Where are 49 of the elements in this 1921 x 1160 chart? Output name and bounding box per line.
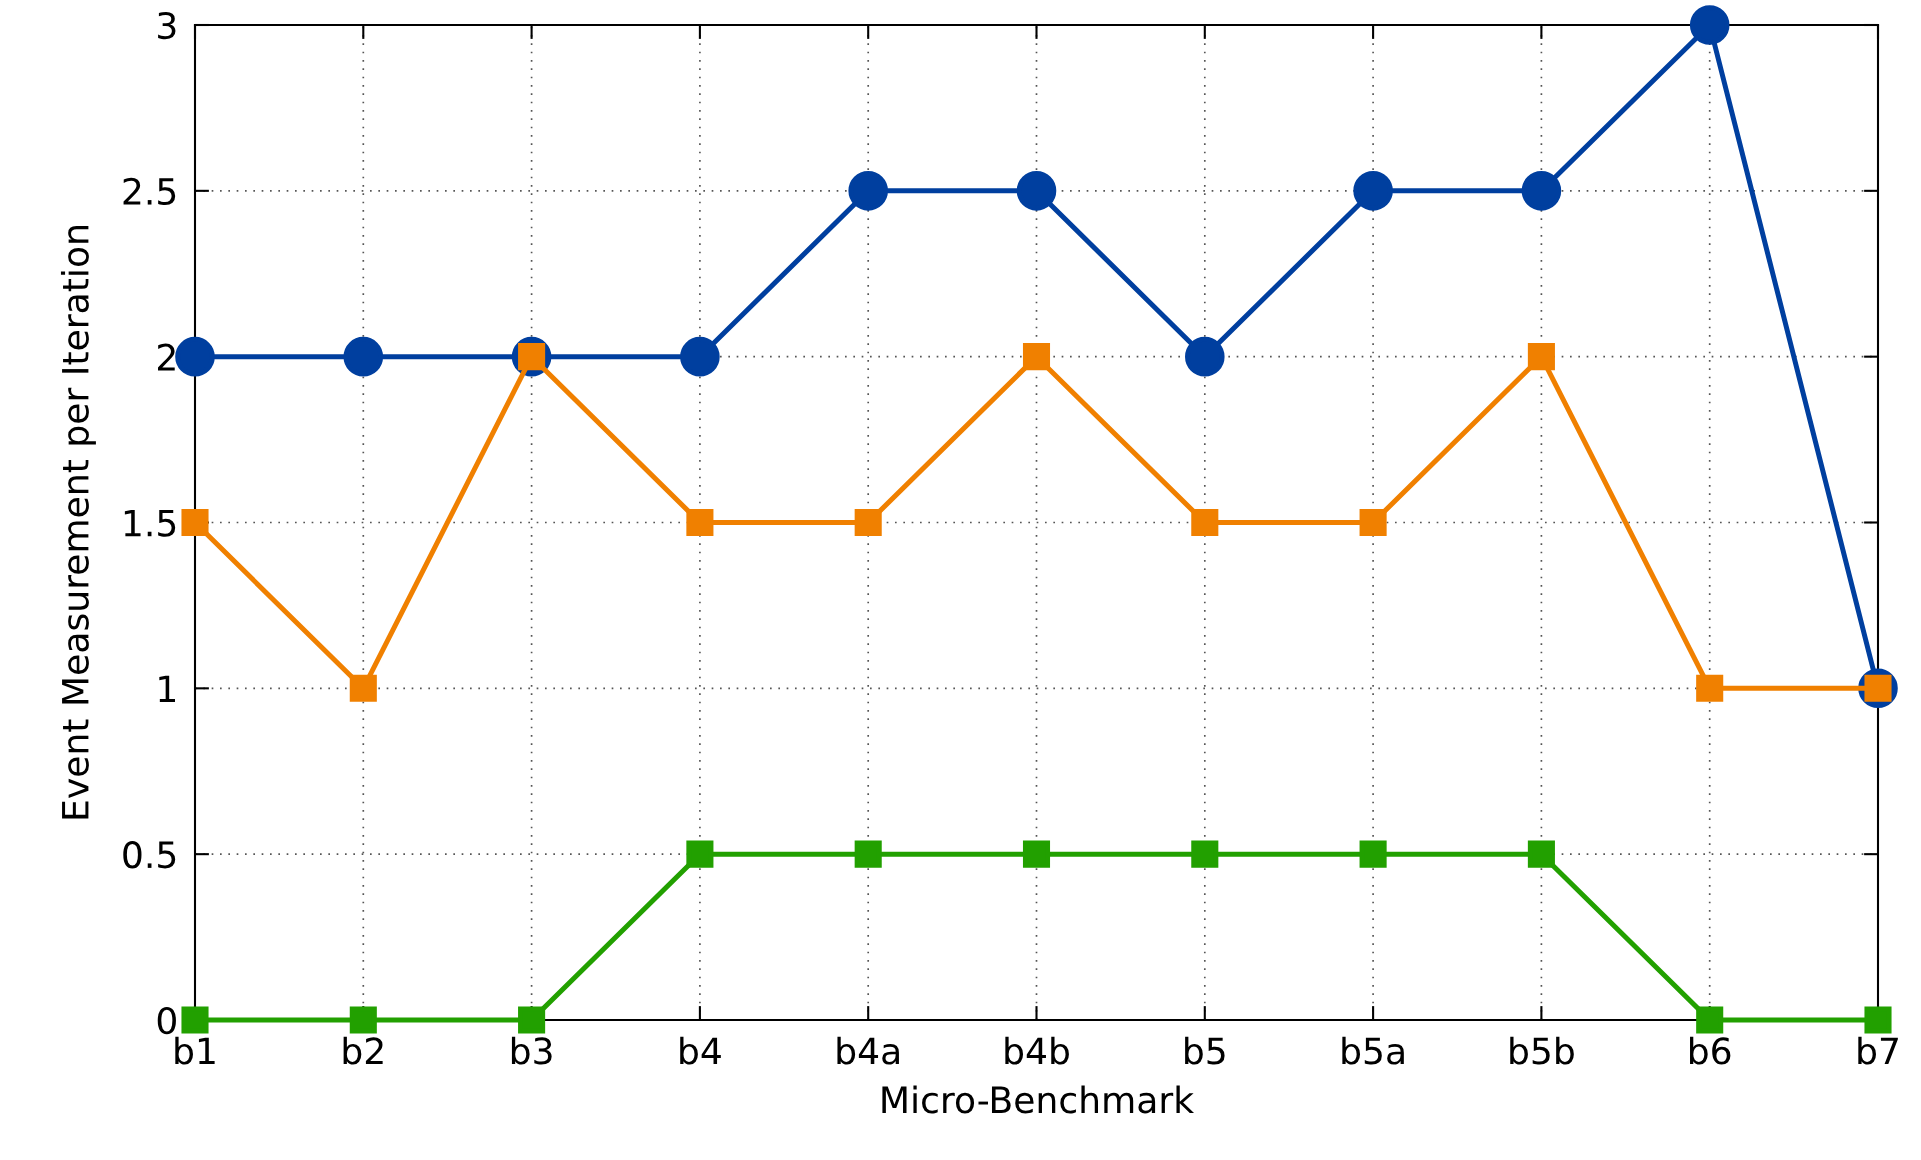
point xyxy=(1353,171,1393,211)
x-tick-label: b4a xyxy=(837,1036,899,1065)
point xyxy=(1527,343,1555,371)
point xyxy=(848,171,888,211)
point xyxy=(181,508,209,537)
x-tick-label: b2 xyxy=(343,1036,383,1065)
y-tick-label: 1 xyxy=(159,675,175,703)
y-tick-label: 0 xyxy=(157,1006,176,1035)
y-tick-label: 2.5 xyxy=(123,177,176,206)
point xyxy=(680,336,720,377)
x-tick-label: b4 xyxy=(680,1036,721,1065)
y-tick-label: 0.5 xyxy=(123,841,176,869)
x-tick-label: b1 xyxy=(175,1036,215,1065)
point xyxy=(686,508,714,537)
point xyxy=(349,1006,377,1034)
y-tick-label: 2 xyxy=(158,343,175,371)
point xyxy=(1016,171,1057,211)
point xyxy=(518,1006,546,1034)
point xyxy=(1191,508,1219,537)
x-tick-label: b5 xyxy=(1185,1036,1225,1065)
point xyxy=(854,840,882,868)
point xyxy=(1527,840,1555,868)
point xyxy=(1022,840,1051,868)
point xyxy=(1191,840,1219,868)
point xyxy=(1359,840,1387,868)
point xyxy=(349,674,377,702)
point xyxy=(175,336,215,377)
x-tick-label: b3 xyxy=(511,1036,552,1065)
point xyxy=(854,508,882,537)
point xyxy=(1864,1006,1892,1034)
y-tick-label: 3 xyxy=(158,11,176,40)
point xyxy=(686,840,714,868)
x-tick-label: b5b xyxy=(1510,1036,1574,1065)
x-tick-label: b7 xyxy=(1858,1036,1898,1065)
x-tick-label: b6 xyxy=(1690,1036,1731,1065)
point xyxy=(343,336,384,377)
y-axis-title: Event Measurement per Iteration xyxy=(60,226,96,819)
y-tick-label: 1.5 xyxy=(124,509,176,537)
x-tick-label: b5a xyxy=(1342,1036,1404,1065)
point xyxy=(181,1006,209,1034)
point xyxy=(1022,343,1051,371)
point xyxy=(1521,171,1562,211)
x-tick-label: b4b xyxy=(1005,1036,1069,1065)
point xyxy=(1185,336,1225,377)
point xyxy=(1696,674,1724,702)
point xyxy=(1689,5,1730,45)
point xyxy=(1359,508,1387,537)
x-axis-title: Micro-Benchmark xyxy=(882,1085,1195,1114)
point xyxy=(1696,1006,1724,1034)
